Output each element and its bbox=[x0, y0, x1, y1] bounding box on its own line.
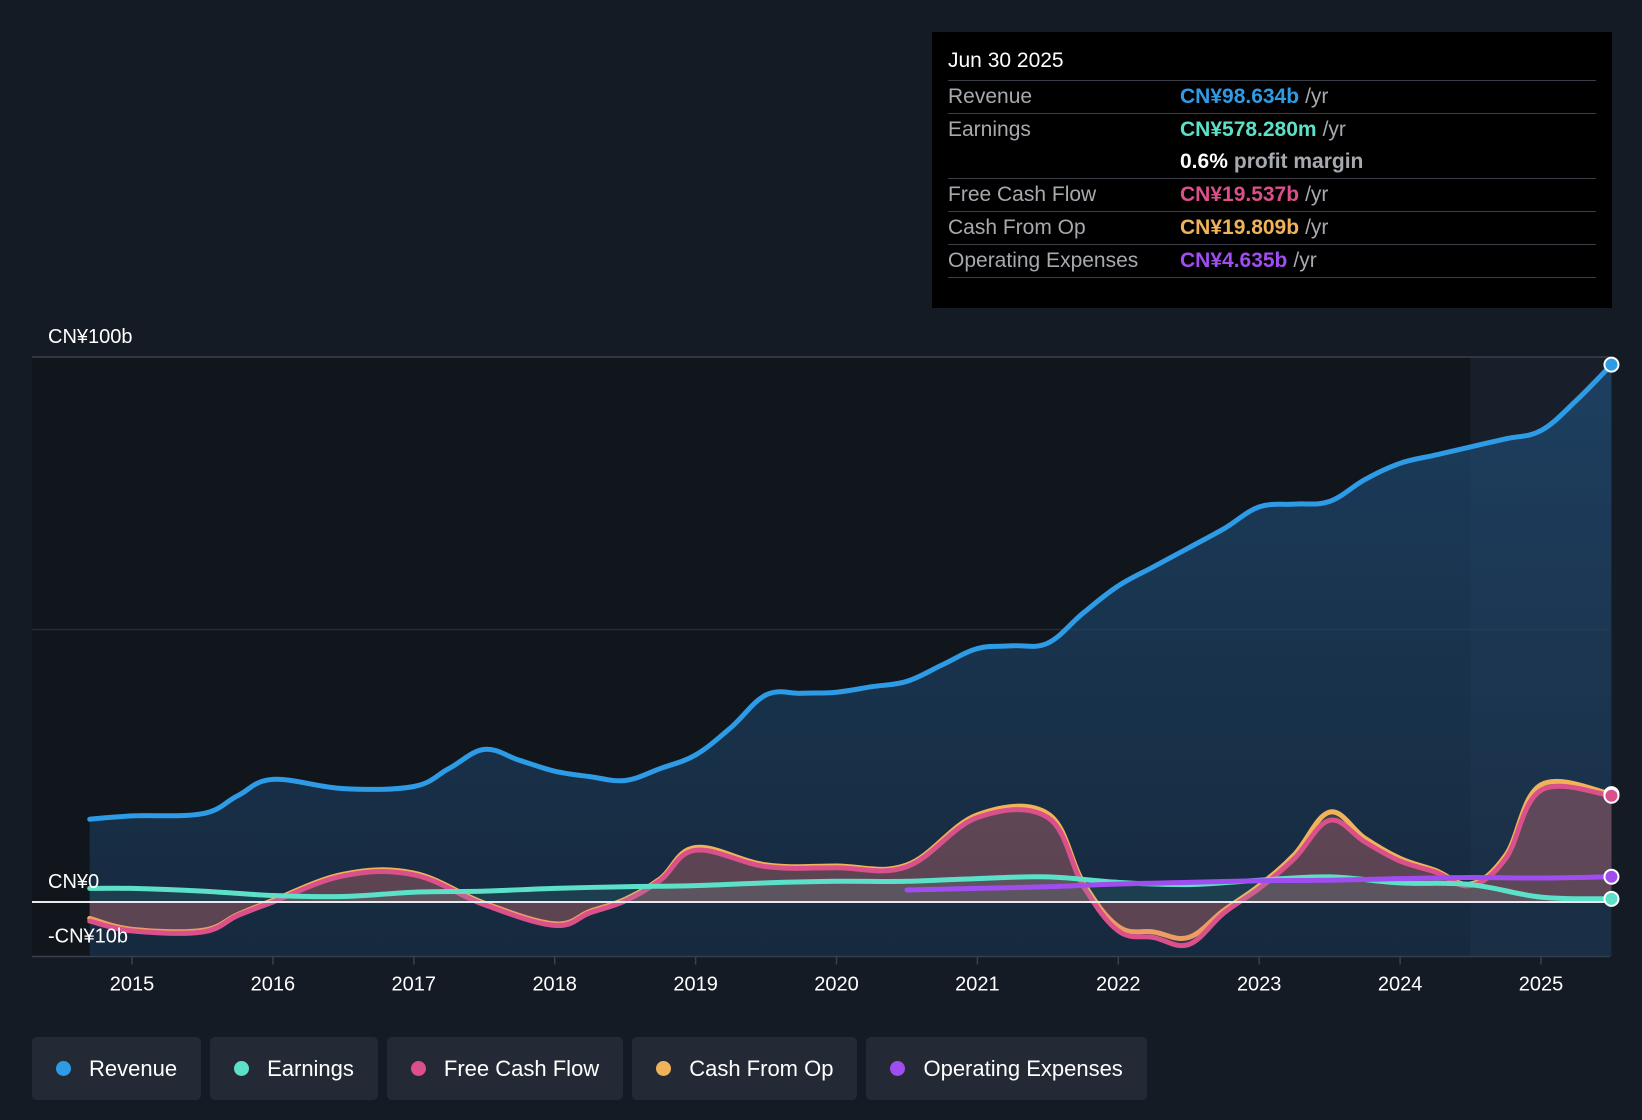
tooltip-value: CN¥98.634b bbox=[1180, 85, 1300, 108]
tooltip-value: 0.6% bbox=[1180, 150, 1228, 173]
tooltip-value: CN¥578.280m bbox=[1180, 118, 1317, 141]
tooltip-label: Revenue bbox=[948, 85, 1033, 108]
series-free-cash-flow bbox=[87, 783, 1614, 949]
tooltip-row-earnings: Earnings CN¥578.280m /yr bbox=[948, 114, 1596, 146]
series-revenue bbox=[87, 362, 1614, 957]
y-axis-label: CN¥100b bbox=[48, 326, 133, 348]
legend-item-free-cash-flow[interactable]: Free Cash Flow bbox=[386, 1037, 624, 1100]
tooltip: Jun 30 2025 Revenue CN¥98.634b /yr Earni… bbox=[932, 32, 1612, 308]
end-dots bbox=[1603, 356, 1620, 907]
y-axis-label: CN¥0 bbox=[48, 871, 99, 893]
tooltip-label: Free Cash Flow bbox=[948, 183, 1097, 206]
x-tick-label: 2024 bbox=[1378, 974, 1423, 996]
legend-item-earnings[interactable]: Earnings bbox=[210, 1037, 378, 1100]
tooltip-unit: profit margin bbox=[1233, 150, 1364, 173]
end-dot-revenue bbox=[1603, 356, 1620, 373]
legend: Revenue Earnings Free Cash Flow Cash Fro… bbox=[32, 1037, 1156, 1100]
area-revenue bbox=[89, 364, 1612, 957]
tooltip-unit: /yr bbox=[1293, 249, 1317, 272]
end-dot-free-cash-flow bbox=[1603, 787, 1620, 804]
x-tick-label: 2015 bbox=[110, 974, 155, 996]
tooltip-row-profit-margin: 0.6% profit margin bbox=[948, 146, 1596, 179]
line-revenue bbox=[87, 362, 1614, 822]
tooltip-row-operating-expenses: Operating Expenses CN¥4.635b /yr bbox=[948, 245, 1596, 278]
tooltip-row-cash-from-op: Cash From Op CN¥19.809b /yr bbox=[948, 212, 1596, 245]
x-tick-label: 2022 bbox=[1096, 974, 1141, 996]
tooltip-unit: /yr bbox=[1322, 118, 1346, 141]
legend-label: Cash From Op bbox=[689, 1055, 834, 1081]
legend-dot-icon bbox=[56, 1061, 71, 1076]
end-dot-earnings bbox=[1603, 890, 1620, 907]
line-operating-expenses bbox=[904, 874, 1614, 893]
y-axis-label: -CN¥10b bbox=[48, 926, 128, 948]
legend-item-operating-expenses[interactable]: Operating Expenses bbox=[866, 1037, 1147, 1100]
line-free-cash-flow bbox=[87, 783, 1614, 949]
tooltip-unit: /yr bbox=[1305, 85, 1329, 108]
legend-label: Free Cash Flow bbox=[443, 1055, 600, 1081]
tooltip-row-revenue: Revenue CN¥98.634b /yr bbox=[948, 81, 1596, 114]
series-layer bbox=[87, 362, 1614, 957]
x-tick-label: 2023 bbox=[1237, 974, 1282, 996]
legend-label: Operating Expenses bbox=[923, 1055, 1123, 1081]
y-axis-labels: CN¥100b CN¥0 -CN¥10b bbox=[48, 326, 133, 948]
tooltip-value: CN¥19.809b bbox=[1180, 216, 1300, 239]
legend-item-cash-from-op[interactable]: Cash From Op bbox=[632, 1037, 858, 1100]
tooltip-value: CN¥4.635b bbox=[1180, 249, 1288, 272]
tooltip-unit: /yr bbox=[1305, 183, 1329, 206]
legend-dot-icon bbox=[234, 1061, 250, 1076]
tooltip-label: Operating Expenses bbox=[948, 249, 1139, 272]
x-tick-label: 2021 bbox=[955, 974, 1000, 996]
legend-dot-icon bbox=[410, 1061, 426, 1076]
legend-dot-icon bbox=[890, 1061, 906, 1076]
tooltip-value: CN¥19.537b bbox=[1180, 183, 1300, 206]
legend-dot-icon bbox=[656, 1061, 672, 1076]
legend-label: Revenue bbox=[89, 1055, 178, 1081]
x-tick-label: 2017 bbox=[392, 974, 437, 996]
x-axis-ticks: 2015 2016 2017 2018 2019 2020 2021 2022 2023 2024… bbox=[110, 956, 1564, 996]
x-tick-label: 2020 bbox=[814, 974, 859, 996]
tooltip-row-free-cash-flow: Free Cash Flow CN¥19.537b /yr bbox=[948, 179, 1596, 212]
end-dot-operating-expenses bbox=[1603, 868, 1620, 885]
x-tick-label: 2019 bbox=[673, 974, 718, 996]
x-tick-label: 2025 bbox=[1519, 974, 1564, 996]
legend-item-revenue[interactable]: Revenue bbox=[32, 1037, 202, 1100]
series-operating-expenses bbox=[904, 874, 1614, 893]
tooltip-date: Jun 30 2025 bbox=[948, 46, 1596, 81]
tooltip-label bbox=[948, 146, 1180, 178]
tooltip-label: Cash From Op bbox=[948, 216, 1086, 239]
tooltip-label: Earnings bbox=[948, 118, 1031, 141]
x-tick-label: 2016 bbox=[251, 974, 296, 996]
legend-label: Earnings bbox=[267, 1055, 354, 1081]
tooltip-unit: /yr bbox=[1305, 216, 1329, 239]
x-tick-label: 2018 bbox=[532, 974, 577, 996]
